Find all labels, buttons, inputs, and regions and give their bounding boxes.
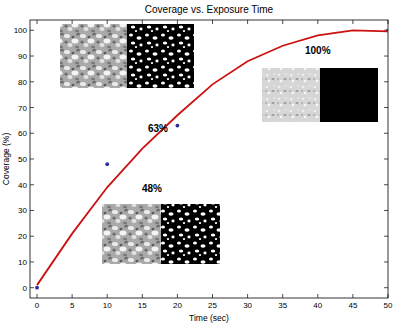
- x-tick-label: 25: [208, 301, 217, 310]
- x-tick: [388, 294, 389, 298]
- x-tick: [352, 294, 353, 298]
- y-tick-label: 30: [18, 206, 27, 215]
- x-tick: [177, 20, 178, 24]
- inset-image: [60, 24, 194, 88]
- fit-line: [37, 30, 388, 285]
- x-tick: [107, 294, 108, 298]
- inset-photo: [102, 204, 161, 264]
- x-tick-label: 5: [70, 301, 75, 310]
- inset-binary: [161, 204, 220, 264]
- y-tick: [384, 210, 388, 211]
- y-tick: [30, 107, 34, 108]
- x-tick: [37, 20, 38, 24]
- x-tick: [177, 294, 178, 298]
- x-tick: [352, 20, 353, 24]
- y-tick: [384, 107, 388, 108]
- x-tick-label: 10: [103, 301, 112, 310]
- x-tick-label: 0: [35, 301, 40, 310]
- x-tick-label: 35: [278, 301, 287, 310]
- x-tick: [282, 20, 283, 24]
- y-tick-label: 70: [18, 104, 27, 113]
- inset-photo: [60, 24, 127, 88]
- x-tick-label: 15: [138, 301, 147, 310]
- x-tick: [247, 294, 248, 298]
- y-tick-label: 40: [18, 181, 27, 190]
- x-tick: [247, 20, 248, 24]
- y-tick: [384, 236, 388, 237]
- x-tick-label: 50: [384, 301, 393, 310]
- x-tick: [212, 20, 213, 24]
- inset-image: [102, 204, 220, 264]
- inset-photo: [262, 68, 320, 122]
- y-tick: [30, 210, 34, 211]
- y-tick-label: 50: [18, 155, 27, 164]
- inset-binary: [127, 24, 194, 88]
- annotation: 63%: [148, 123, 168, 134]
- x-tick: [142, 20, 143, 24]
- annotation: 48%: [142, 183, 162, 194]
- y-tick: [30, 184, 34, 185]
- x-tick: [142, 294, 143, 298]
- y-tick: [384, 184, 388, 185]
- y-tick: [30, 236, 34, 237]
- chart: 0 5 10 15 20 25 30 35 40 45 50 0 10 20 30 40 50 60 70 80 90 1…: [0, 0, 412, 328]
- y-tick: [384, 56, 388, 57]
- y-tick: [30, 81, 34, 82]
- y-tick-label: 10: [18, 258, 27, 267]
- x-tick-label: 20: [173, 301, 182, 310]
- x-tick: [72, 294, 73, 298]
- y-tick: [384, 159, 388, 160]
- y-tick: [384, 287, 388, 288]
- ticks: 0 5 10 15 20 25 30 35 40 45 50 0 10 20 30 40 50 60 70 80 90 1…: [14, 20, 393, 310]
- x-tick: [72, 20, 73, 24]
- data-point: [35, 286, 39, 290]
- x-tick: [212, 294, 213, 298]
- x-tick: [282, 294, 283, 298]
- x-tick: [388, 20, 389, 24]
- data-point: [105, 162, 109, 166]
- y-tick-label: 90: [18, 52, 27, 61]
- y-tick: [30, 133, 34, 134]
- y-tick-label: 80: [18, 78, 27, 87]
- y-tick-label: 20: [18, 232, 27, 241]
- data-group: [35, 28, 388, 289]
- title: Coverage vs. Exposure Time: [145, 4, 274, 15]
- y-tick: [384, 261, 388, 262]
- x-tick: [107, 20, 108, 24]
- x-tick: [37, 294, 38, 298]
- y-tick-label: 100: [14, 26, 28, 35]
- x-tick: [317, 294, 318, 298]
- x-axis-title: Time (sec): [189, 313, 229, 323]
- y-axis-title: Coverage (%): [1, 133, 11, 186]
- y-tick: [30, 159, 34, 160]
- y-tick: [30, 261, 34, 262]
- x-tick-label: 30: [243, 301, 252, 310]
- x-tick: [317, 20, 318, 24]
- y-tick: [30, 30, 34, 31]
- annotation: 100%: [305, 45, 331, 56]
- x-tick-label: 40: [313, 301, 322, 310]
- y-tick-label: 60: [18, 129, 27, 138]
- y-tick: [30, 287, 34, 288]
- y-tick: [30, 56, 34, 57]
- inset-image: [262, 68, 378, 122]
- data-point: [176, 124, 180, 128]
- y-tick: [384, 133, 388, 134]
- x-tick-label: 45: [348, 301, 357, 310]
- plot-frame: [30, 20, 388, 298]
- y-tick-label: 0: [23, 284, 28, 293]
- inset-binary: [320, 68, 378, 122]
- y-tick: [384, 81, 388, 82]
